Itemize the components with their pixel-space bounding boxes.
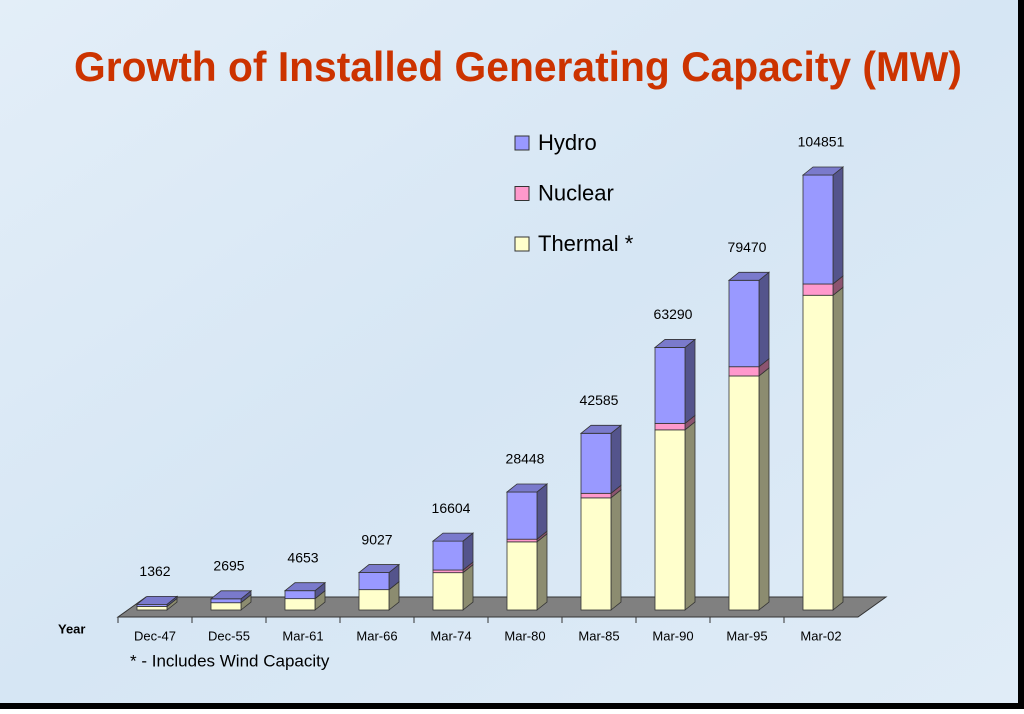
bar-segment <box>728 366 760 377</box>
bar-segment <box>580 497 612 611</box>
bar-top <box>579 424 623 434</box>
bar-segment <box>432 572 464 611</box>
x-tick-label: Mar-66 <box>356 628 397 643</box>
x-tick-label: Mar-02 <box>800 628 841 643</box>
bar-segment <box>802 174 834 285</box>
bar-side <box>758 271 770 368</box>
bar-top <box>283 582 327 592</box>
total-label: 42585 <box>580 392 619 408</box>
bar-segment <box>802 294 834 611</box>
bar-segment <box>284 598 316 611</box>
bar-segment <box>506 491 538 540</box>
legend-swatch <box>514 186 530 201</box>
bar-side <box>832 166 844 285</box>
bar-segment <box>654 347 686 424</box>
total-label: 16604 <box>432 500 471 516</box>
bar-top <box>505 483 549 493</box>
x-axis-label: Year <box>58 621 85 636</box>
total-label: 9027 <box>361 531 392 547</box>
legend-label: Thermal * <box>538 231 634 256</box>
legend-swatch <box>514 236 530 252</box>
bar-top <box>801 166 845 176</box>
bar-side <box>684 338 696 425</box>
bar-segment <box>654 429 686 611</box>
bar-segment <box>728 375 760 611</box>
total-label: 28448 <box>506 451 545 467</box>
bar-side <box>832 286 844 611</box>
bar-side <box>758 367 770 611</box>
x-tick-label: Mar-95 <box>726 628 767 643</box>
bar-segment <box>654 422 686 431</box>
bar-side <box>536 533 548 611</box>
x-tick-label: Mar-74 <box>430 628 471 643</box>
bar-segment <box>210 598 242 604</box>
bar-segment <box>136 606 168 611</box>
total-label: 79470 <box>728 239 767 255</box>
total-label: 4653 <box>287 549 318 565</box>
bar-segment <box>210 602 242 611</box>
footnote: * - Includes Wind Capacity <box>130 651 330 670</box>
bar-side <box>536 483 548 541</box>
bar-segment <box>506 541 538 611</box>
bar-segment <box>358 572 390 591</box>
bar-top <box>135 595 179 605</box>
bar-segment <box>728 279 760 368</box>
legend-label: Hydro <box>538 130 597 155</box>
bar-top <box>209 590 253 600</box>
x-tick-label: Dec-55 <box>208 628 250 643</box>
total-label: 104851 <box>798 134 845 150</box>
x-tick-label: Mar-61 <box>282 628 323 643</box>
x-tick-label: Mar-85 <box>578 628 619 643</box>
bar-top <box>727 271 771 281</box>
bar-top <box>653 339 697 348</box>
chart-title: Growth of Installed Generating Capacity … <box>74 43 962 90</box>
legend-label: Nuclear <box>538 180 614 205</box>
total-label: 2695 <box>213 558 244 574</box>
bar-top <box>357 564 401 573</box>
x-tick-label: Mar-90 <box>652 628 693 643</box>
x-tick-label: Mar-80 <box>504 628 545 643</box>
bar-segment <box>580 432 612 494</box>
total-label: 1362 <box>139 563 170 579</box>
x-tick-label: Dec-47 <box>134 628 176 643</box>
bar-segment <box>802 283 834 296</box>
bar-segment <box>580 492 612 499</box>
bar-top <box>431 532 475 542</box>
bar-side <box>684 421 696 611</box>
bar-segment <box>432 540 464 571</box>
bar-segment <box>358 589 390 611</box>
legend-swatch <box>514 135 530 151</box>
bar-side <box>610 489 622 611</box>
bar-segment <box>284 590 316 600</box>
total-label: 63290 <box>654 306 693 322</box>
bar-side <box>610 424 622 495</box>
